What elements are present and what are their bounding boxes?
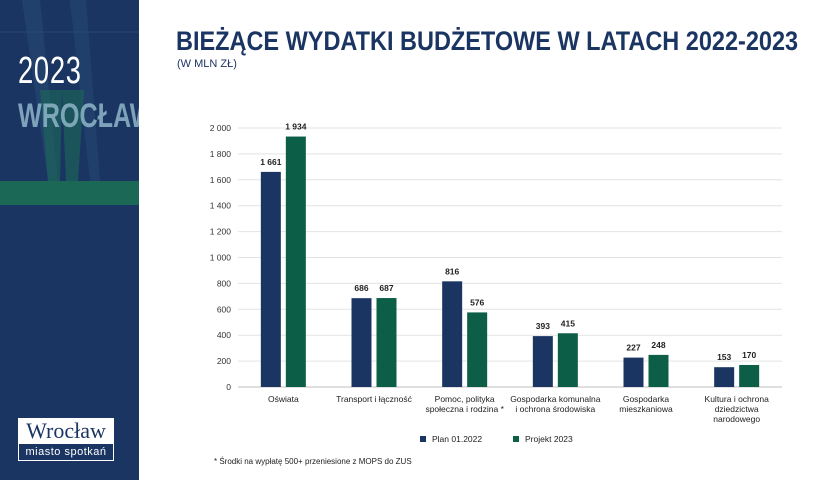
bar	[648, 354, 669, 387]
sidebar-decoration	[0, 0, 139, 480]
bar	[442, 281, 463, 387]
x-tick-label: Transport i łączność	[336, 394, 412, 404]
data-label: 153	[717, 352, 731, 362]
x-tick-label: narodowego	[713, 414, 760, 424]
y-tick-label: 600	[217, 304, 231, 314]
logo-name: Wrocław	[18, 418, 114, 444]
y-tick-label: 1 800	[210, 149, 232, 159]
data-label: 415	[561, 318, 575, 328]
data-label: 393	[536, 321, 550, 331]
x-tick-label: Gospodarka komunalna	[510, 394, 601, 404]
data-label: 1 661	[260, 157, 282, 167]
bar	[532, 336, 553, 387]
y-tick-label: 2 000	[210, 123, 232, 133]
y-tick-label: 200	[217, 356, 231, 366]
y-tick-label: 1 600	[210, 175, 232, 185]
data-label: 576	[470, 297, 484, 307]
chart-footnote: * Środki na wypłatę 500+ przeniesione z …	[214, 457, 412, 466]
x-tick-label: Kultura i ochrona	[705, 394, 770, 404]
bar	[467, 312, 488, 387]
data-label: 1 934	[285, 122, 307, 132]
data-label: 816	[445, 266, 459, 276]
bar	[714, 367, 735, 387]
x-tick-label: Oświata	[268, 394, 299, 404]
legend-label: Projekt 2023	[525, 434, 573, 444]
wroclaw-logo: Wrocław miasto spotkań	[18, 418, 114, 462]
y-tick-label: 1 000	[210, 253, 232, 263]
bar	[739, 364, 760, 387]
y-tick-label: 400	[217, 330, 231, 340]
data-label: 248	[651, 340, 665, 350]
data-label: 687	[379, 283, 393, 293]
data-label: 227	[626, 343, 640, 353]
page-title: BIEŻĄCE WYDATKI BUDŻETOWE W LATACH 2022-…	[176, 26, 799, 56]
bar	[260, 171, 281, 387]
x-tick-label: Gospodarka	[623, 394, 670, 404]
x-tick-label: społeczna i rodzina *	[425, 404, 504, 414]
y-tick-label: 800	[217, 278, 231, 288]
legend-label: Plan 01.2022	[432, 434, 482, 444]
x-tick-label: i ochrona środowiska	[515, 404, 595, 414]
bar	[376, 298, 397, 387]
x-tick-label: mieszkaniowa	[619, 404, 673, 414]
page-subtitle: (W MLN ZŁ)	[177, 58, 237, 70]
bar	[285, 136, 306, 387]
data-label: 686	[354, 283, 368, 293]
y-tick-label: 1 200	[210, 227, 232, 237]
bar	[351, 298, 372, 387]
legend-swatch	[513, 436, 519, 442]
legend-swatch	[420, 436, 426, 442]
y-tick-label: 1 400	[210, 201, 232, 211]
sidebar-year: 2023	[18, 50, 82, 92]
logo-tagline: miasto spotkań	[18, 444, 114, 461]
bar	[623, 357, 644, 387]
data-label: 170	[742, 350, 756, 360]
x-tick-label: Pomoc, polityka	[435, 394, 495, 404]
bar	[557, 333, 578, 387]
y-tick-label: 0	[226, 382, 231, 392]
x-tick-label: dziedzictwa	[715, 404, 759, 414]
